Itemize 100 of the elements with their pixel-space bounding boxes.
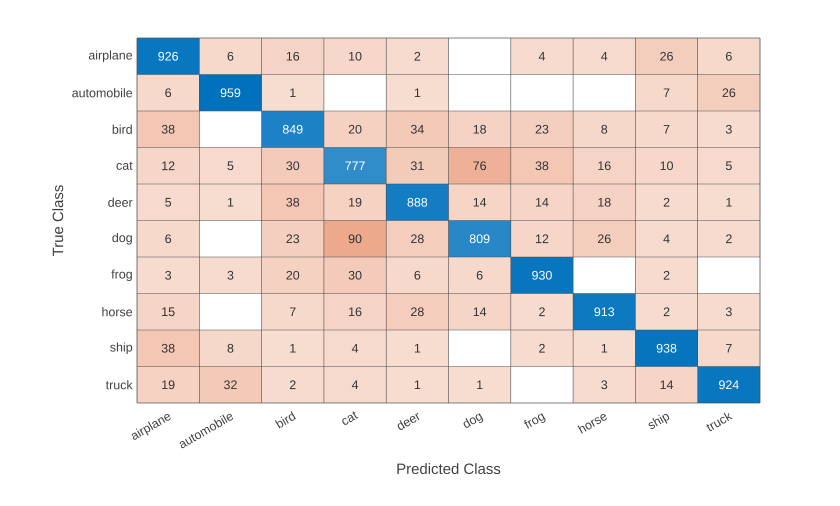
data-label: 23 bbox=[536, 124, 548, 134]
data-label: 26 bbox=[598, 234, 611, 244]
data-label: 6 bbox=[165, 88, 172, 98]
data-label: 5 bbox=[227, 161, 234, 170]
data-label: 4 bbox=[352, 344, 358, 353]
data-label: 2 bbox=[539, 344, 545, 353]
data-label: 26 bbox=[660, 52, 673, 61]
data-label: 849 bbox=[282, 124, 303, 134]
x-tick-label: frog bbox=[524, 413, 546, 429]
y-axis-title: True Class bbox=[52, 185, 64, 256]
data-label: 913 bbox=[594, 307, 614, 316]
data-label: 10 bbox=[349, 52, 362, 61]
data-label: 4 bbox=[538, 52, 546, 61]
data-label: 2 bbox=[539, 307, 545, 316]
data-label: 809 bbox=[470, 234, 490, 244]
data-label: 14 bbox=[536, 198, 549, 207]
data-label: 34 bbox=[410, 124, 424, 134]
y-tick-label: automobile bbox=[72, 88, 132, 98]
data-label: 8 bbox=[228, 344, 234, 353]
data-label: 7 bbox=[290, 307, 296, 316]
data-label: 6 bbox=[476, 270, 483, 280]
data-label: 38 bbox=[162, 124, 175, 134]
data-label: 3 bbox=[165, 270, 172, 280]
x-tick-label: bird bbox=[274, 411, 296, 428]
data-label: 18 bbox=[598, 198, 611, 207]
data-label: 32 bbox=[224, 380, 237, 390]
data-label: 938 bbox=[656, 344, 676, 353]
data-label: 5 bbox=[726, 161, 732, 170]
data-label: 28 bbox=[411, 307, 424, 316]
y-tick-label: cat bbox=[116, 162, 133, 170]
data-label: 6 bbox=[165, 234, 172, 244]
y-tick-label: ship bbox=[110, 342, 132, 354]
data-label: 15 bbox=[162, 307, 175, 316]
data-label: 7 bbox=[726, 344, 732, 353]
data-label: 38 bbox=[162, 344, 175, 353]
data-label: 38 bbox=[536, 161, 548, 170]
data-label: 2 bbox=[664, 307, 670, 316]
data-label: 1 bbox=[602, 344, 608, 353]
data-label: 12 bbox=[536, 234, 548, 244]
data-label: 20 bbox=[348, 124, 362, 134]
data-label: 4 bbox=[352, 380, 358, 390]
data-label: 14 bbox=[660, 380, 674, 390]
data-label: 1 bbox=[414, 380, 420, 390]
data-label: 6 bbox=[228, 52, 234, 61]
data-label: 959 bbox=[220, 88, 240, 98]
data-label: 6 bbox=[414, 270, 420, 280]
data-label: 10 bbox=[660, 161, 673, 170]
data-label: 1 bbox=[477, 380, 483, 390]
data-label: 1 bbox=[414, 344, 420, 353]
data-label: 5 bbox=[165, 198, 172, 207]
data-label: 20 bbox=[286, 270, 300, 280]
data-label: 1 bbox=[726, 198, 732, 207]
data-label: 7 bbox=[664, 124, 670, 134]
data-label: 924 bbox=[719, 380, 739, 390]
data-label: 6 bbox=[726, 52, 732, 61]
data-label: 19 bbox=[162, 380, 174, 390]
data-label: 1 bbox=[228, 198, 234, 207]
data-label: 3 bbox=[227, 270, 234, 280]
data-label: 14 bbox=[474, 307, 486, 316]
data-label: 16 bbox=[286, 52, 300, 61]
data-label: 4 bbox=[601, 52, 608, 61]
data-label: 18 bbox=[474, 124, 486, 134]
y-tick-label: dog bbox=[112, 232, 132, 245]
y-tick-label: frog bbox=[111, 269, 132, 282]
data-label: 23 bbox=[286, 234, 300, 244]
data-label: 2 bbox=[414, 52, 420, 61]
y-tick-label: truck bbox=[106, 380, 133, 390]
data-label: 16 bbox=[349, 307, 362, 316]
y-tick-label: bird bbox=[112, 124, 132, 134]
data-label: 930 bbox=[532, 270, 552, 280]
data-label: 3 bbox=[726, 307, 732, 316]
x-tick-label: dog bbox=[464, 413, 484, 428]
data-label: 1 bbox=[414, 88, 420, 98]
data-label: 2 bbox=[290, 380, 296, 390]
data-label: 26 bbox=[722, 88, 736, 98]
data-label: 90 bbox=[348, 234, 362, 244]
data-label: 28 bbox=[411, 234, 424, 244]
data-label: 76 bbox=[473, 161, 486, 170]
data-label: 38 bbox=[286, 198, 300, 207]
data-label: 14 bbox=[474, 198, 486, 207]
data-label: 31 bbox=[410, 161, 424, 170]
data-label: 30 bbox=[286, 161, 300, 170]
x-tick-label: ship bbox=[648, 414, 670, 430]
data-label: 4 bbox=[663, 234, 670, 244]
data-label: 16 bbox=[598, 161, 611, 170]
data-label: 7 bbox=[664, 88, 670, 98]
data-label: 2 bbox=[664, 270, 670, 280]
data-label: 30 bbox=[348, 270, 362, 280]
y-tick-label: airplane bbox=[88, 50, 132, 62]
y-tick-label: horse bbox=[102, 307, 132, 316]
data-label: 12 bbox=[162, 161, 174, 170]
data-label: 19 bbox=[349, 198, 362, 207]
x-tick-label: cat bbox=[342, 411, 358, 425]
x-axis-title: Predicted Class bbox=[397, 463, 500, 474]
data-label: 888 bbox=[408, 198, 428, 207]
data-label: 8 bbox=[601, 124, 608, 134]
data-label: 777 bbox=[345, 161, 365, 170]
data-label: 2 bbox=[726, 234, 732, 244]
data-label: 2 bbox=[664, 198, 670, 207]
y-tick-label: deer bbox=[108, 198, 132, 207]
